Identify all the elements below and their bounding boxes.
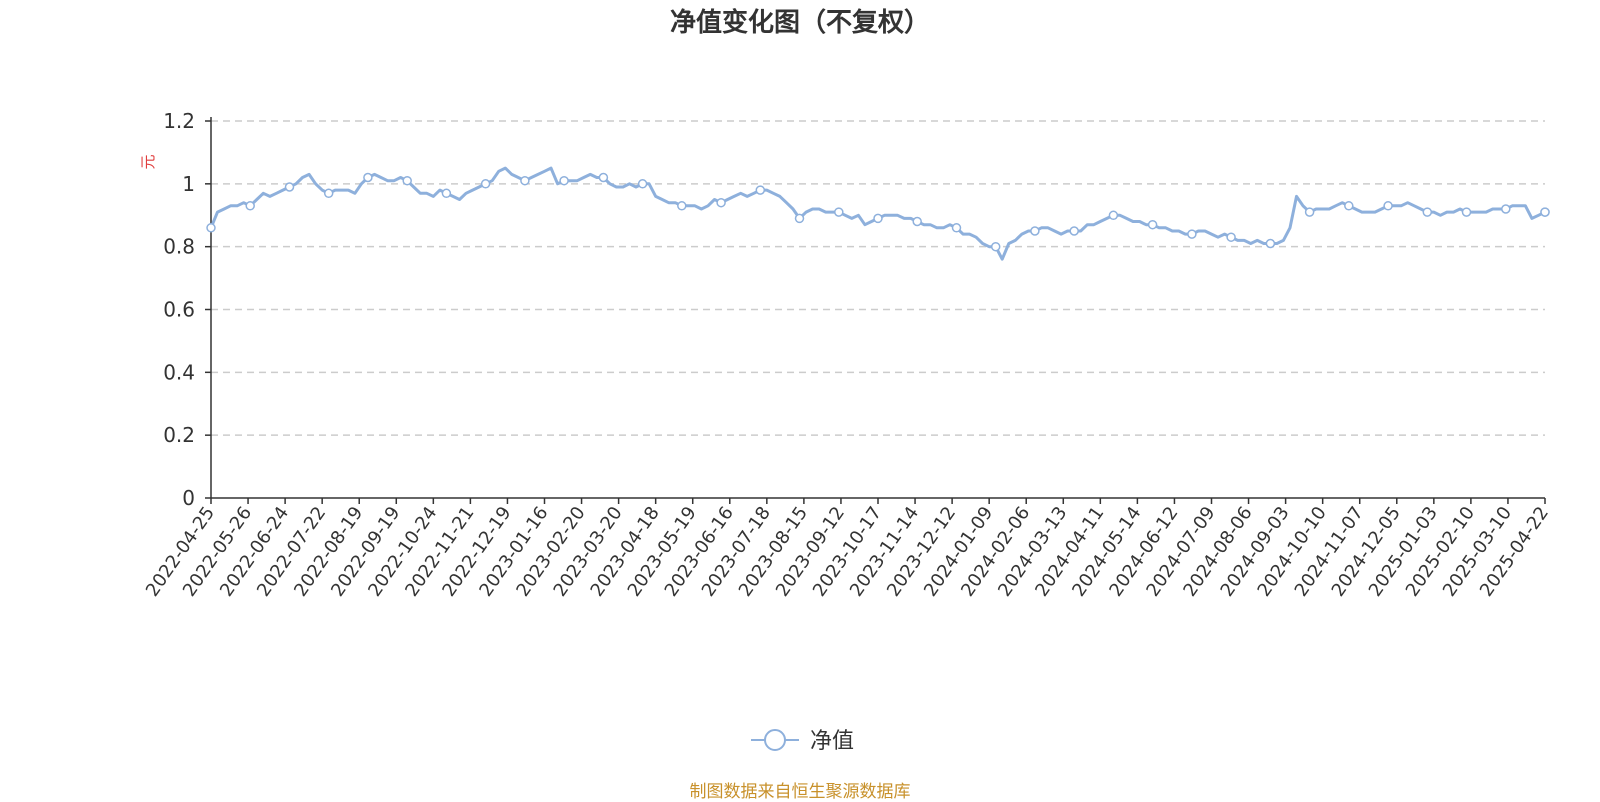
y-tick-label: 1	[182, 172, 195, 196]
y-tick-labels: 0 0.2 0.4 0.6 0.8 1 1.2	[163, 109, 195, 510]
data-point[interactable]	[559, 175, 569, 186]
source-note: 制图数据来自恒生聚源数据库	[689, 782, 911, 802]
y-tick-label: 0	[182, 486, 195, 510]
legend[interactable]: 净值	[751, 729, 854, 754]
data-point[interactable]	[323, 188, 334, 199]
data-point[interactable]	[1187, 229, 1197, 239]
data-point[interactable]	[637, 179, 648, 189]
y-tick-label: 0.8	[163, 235, 195, 259]
y-tick-label: 0.6	[163, 298, 195, 322]
data-point[interactable]	[1108, 210, 1119, 221]
legend-label: 净值	[810, 729, 854, 754]
data-point[interactable]	[716, 197, 726, 208]
data-point[interactable]	[1540, 207, 1550, 217]
data-point[interactable]	[1265, 238, 1276, 249]
data-point[interactable]	[402, 175, 412, 186]
data-point[interactable]	[1226, 232, 1236, 242]
data-point[interactable]	[1069, 226, 1079, 236]
data-point[interactable]	[794, 213, 805, 224]
data-point[interactable]	[1461, 207, 1472, 217]
chart-title: 净值变化图（不复权）	[669, 8, 930, 38]
axes	[210, 117, 1546, 504]
data-point[interactable]	[284, 182, 295, 192]
data-point[interactable]	[520, 175, 530, 186]
data-point[interactable]	[1147, 219, 1158, 230]
data-point[interactable]	[1344, 201, 1354, 211]
data-point[interactable]	[1383, 201, 1393, 211]
data-point[interactable]	[677, 201, 687, 211]
grid-lines	[205, 120, 1545, 499]
data-point[interactable]	[245, 201, 255, 211]
data-point[interactable]	[990, 241, 1001, 252]
data-point[interactable]	[912, 216, 922, 227]
data-point[interactable]	[1304, 207, 1315, 217]
y-tick-label: 1.2	[163, 109, 195, 133]
y-tick-label: 0.2	[163, 423, 195, 447]
data-point[interactable]	[755, 185, 766, 195]
data-point[interactable]	[1422, 207, 1433, 217]
data-point[interactable]	[480, 179, 491, 189]
x-tick-labels: 2022-04-252022-05-262022-06-242022-07-22…	[142, 503, 1553, 601]
data-point[interactable]	[598, 172, 609, 183]
data-point[interactable]	[873, 213, 883, 224]
y-tick-label: 0.4	[163, 360, 195, 384]
data-point[interactable]	[441, 188, 452, 199]
data-point[interactable]	[834, 207, 844, 217]
data-point[interactable]	[363, 172, 373, 183]
y-axis-unit-label: 元	[139, 154, 157, 169]
data-point[interactable]	[1030, 226, 1040, 236]
data-point[interactable]	[951, 223, 962, 233]
data-point[interactable]	[1501, 204, 1511, 214]
data-point[interactable]	[206, 223, 216, 233]
series-layer	[206, 166, 1550, 261]
legend-marker-icon	[764, 729, 786, 751]
